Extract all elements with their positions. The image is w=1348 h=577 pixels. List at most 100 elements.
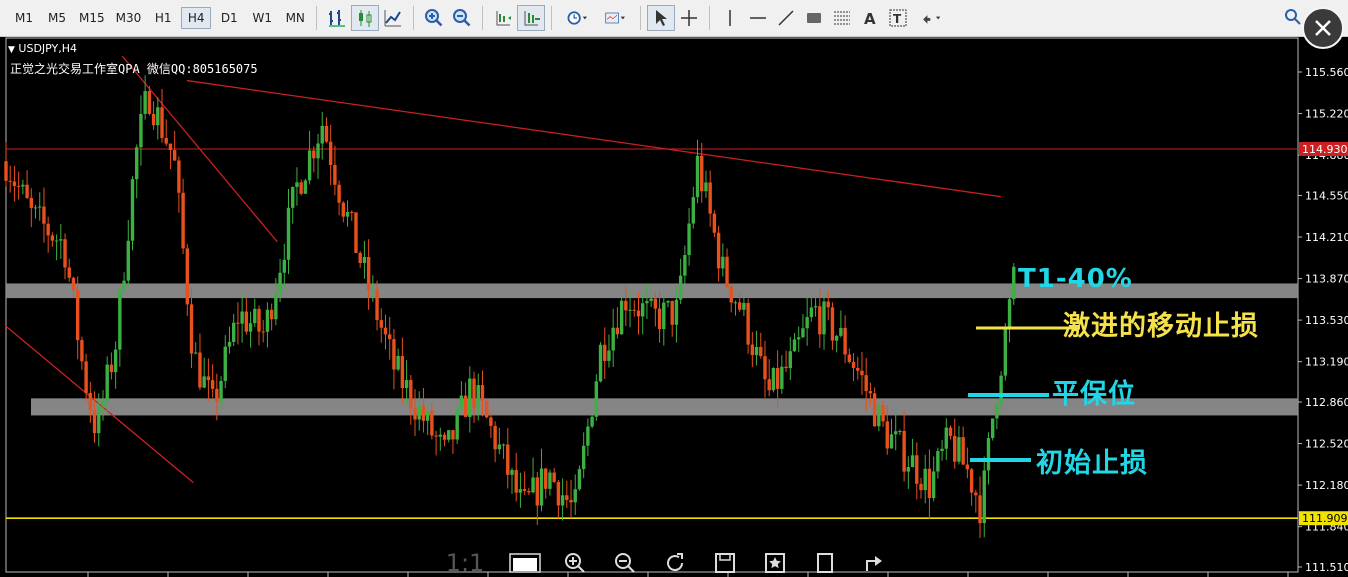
save-icon[interactable]	[700, 548, 750, 577]
candle-body	[434, 435, 438, 437]
candle-body	[510, 470, 514, 475]
trailing-stop-label: 激进的移动止损	[1063, 311, 1259, 342]
plot-frame	[5, 37, 1299, 573]
y-tick-label: 113.870	[1305, 273, 1348, 286]
candle-body	[185, 248, 190, 305]
candle-body	[856, 367, 860, 371]
zoom-in-icon[interactable]	[420, 5, 448, 31]
candlestick-icon[interactable]	[351, 5, 380, 31]
candle-body	[80, 340, 84, 362]
search-icon[interactable]	[1284, 8, 1302, 26]
candle-body	[780, 366, 784, 389]
text-icon[interactable]: A	[856, 5, 884, 31]
candle-body	[430, 411, 434, 436]
candle-body	[375, 288, 379, 321]
trendline-icon[interactable]	[772, 5, 800, 31]
candle-body	[101, 400, 105, 407]
autoscroll-icon[interactable]	[517, 5, 546, 31]
price-tag	[1299, 142, 1348, 156]
candle-body	[143, 91, 147, 114]
candle-body	[320, 125, 324, 144]
candle-body	[71, 277, 76, 291]
candle-body	[539, 468, 544, 506]
timeframe-m5[interactable]: M5	[48, 11, 66, 25]
horizontal-line-icon[interactable]	[744, 5, 772, 31]
favorite-icon[interactable]	[750, 548, 800, 577]
y-tick-label: 114.210	[1305, 231, 1348, 244]
trendline	[186, 79, 1001, 198]
candle-body	[872, 393, 877, 427]
crosshair-icon[interactable]	[675, 5, 703, 31]
chart-area[interactable]: 115.560115.220114.880114.550114.210113.8…	[0, 36, 1348, 577]
candle-body	[708, 182, 712, 214]
y-tick-label: 112.180	[1305, 479, 1348, 492]
periods-clock-icon[interactable]	[558, 5, 596, 31]
candle-body	[653, 298, 658, 309]
candle-body	[581, 445, 586, 470]
candle-body	[493, 425, 497, 450]
candle-body	[50, 235, 55, 241]
candle-body	[965, 464, 970, 470]
candle-body	[244, 311, 249, 332]
templates-icon[interactable]	[596, 5, 634, 31]
timeframe-m15[interactable]: M15	[79, 11, 105, 25]
toolbar-separator	[316, 6, 318, 30]
candle-body	[898, 431, 902, 433]
candle-body	[396, 355, 400, 370]
timeframe-m30[interactable]: M30	[115, 11, 142, 25]
candle-body	[177, 160, 181, 193]
candle-body	[484, 401, 489, 418]
candle-body	[552, 472, 556, 482]
text-label-icon[interactable]: T	[884, 5, 912, 31]
timeframe-w1[interactable]: W1	[252, 11, 273, 25]
share-icon[interactable]	[850, 548, 900, 577]
candle-body	[291, 186, 295, 208]
candle-body	[624, 300, 628, 311]
line-chart-icon[interactable]	[379, 5, 407, 31]
chart-shift-icon[interactable]	[489, 5, 517, 31]
candle-body	[678, 275, 683, 300]
timeframe-h1[interactable]: H1	[154, 11, 172, 25]
candle-body	[282, 259, 286, 273]
close-icon[interactable]	[1302, 7, 1344, 49]
candle-body	[826, 301, 830, 308]
crop-icon[interactable]	[800, 548, 850, 577]
candle-body	[839, 327, 843, 336]
arrows-icon[interactable]	[912, 5, 950, 31]
vertical-line-icon[interactable]	[716, 5, 744, 31]
chart-subtitle: 正觉之光交易工作室QPA 微信QQ:805165075	[10, 62, 258, 76]
candle-body	[995, 403, 999, 419]
y-tick-label: 112.520	[1305, 438, 1348, 451]
candle-body	[472, 378, 476, 409]
candle-body	[662, 302, 666, 330]
candle-body	[476, 385, 480, 409]
timeframe-m1[interactable]: M1	[15, 11, 33, 25]
candle-body	[501, 444, 506, 446]
channel-icon[interactable]	[800, 5, 828, 31]
rotate-icon[interactable]	[650, 548, 700, 577]
zoom-out-icon[interactable]	[448, 5, 476, 31]
candle-body	[957, 437, 961, 462]
candle-body	[362, 256, 367, 263]
timeframe-d1[interactable]: D1	[220, 11, 238, 25]
cursor-arrow-icon[interactable]	[647, 5, 676, 31]
candle-body	[906, 467, 911, 472]
candle-body	[556, 481, 561, 506]
price-chart[interactable]: 115.560115.220114.880114.550114.210113.8…	[0, 36, 1348, 577]
zoom-in-icon[interactable]	[550, 548, 600, 577]
candle-body	[413, 408, 417, 420]
fibonacci-icon[interactable]	[828, 5, 856, 31]
timeframe-h4[interactable]: H4	[181, 7, 212, 29]
candle-body	[691, 197, 696, 224]
candle-body	[16, 185, 21, 187]
candle-body	[737, 302, 742, 310]
timeframe-group: M1 M5 M15 M30 H1 H4 D1 W1 MN	[6, 7, 310, 29]
candle-body	[594, 381, 599, 417]
bar-chart-icon[interactable]	[323, 5, 351, 31]
ratio-label[interactable]: 1:1	[445, 548, 485, 577]
zoom-out-icon[interactable]	[600, 548, 650, 577]
timeframe-mn[interactable]: MN	[285, 11, 305, 25]
fullscreen-icon[interactable]	[500, 548, 550, 577]
candle-body	[961, 437, 965, 465]
candle-body	[88, 392, 93, 411]
